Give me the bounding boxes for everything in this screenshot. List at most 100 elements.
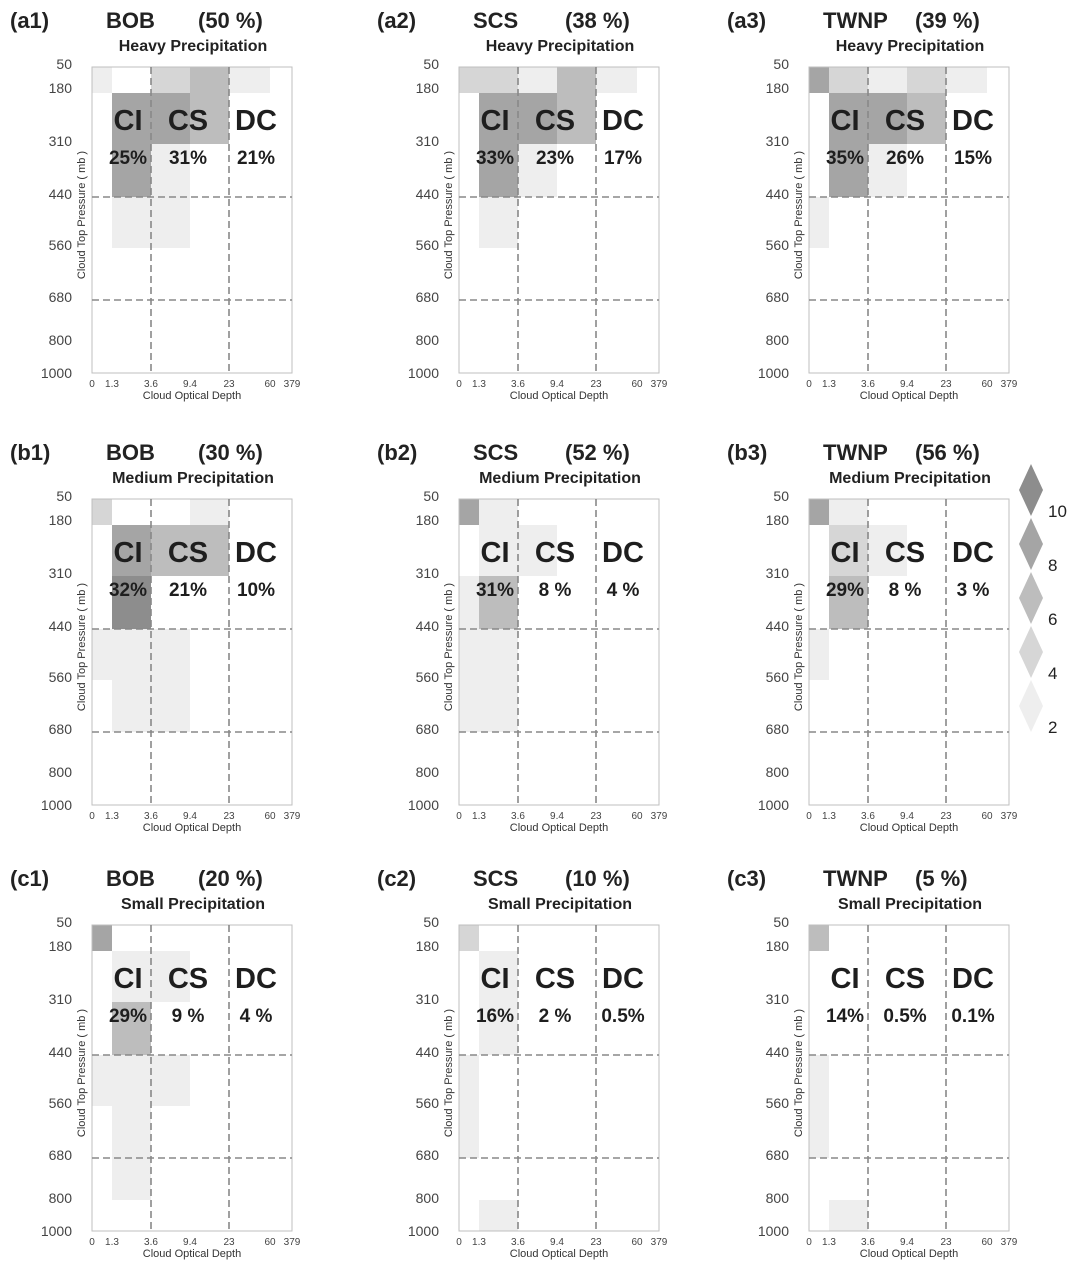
y-tick-label: 560 bbox=[766, 669, 790, 685]
y-tick-label: 180 bbox=[766, 938, 790, 954]
panel-tag: (c1) bbox=[10, 866, 50, 891]
x-tick-label: 9.4 bbox=[550, 379, 564, 390]
x-axis-label: Cloud Optical Depth bbox=[860, 1248, 958, 1260]
heatmap-cell bbox=[92, 925, 112, 951]
heatmap-cell bbox=[479, 1200, 518, 1231]
heatmap-cell bbox=[190, 93, 229, 144]
heatmap-cell bbox=[809, 499, 829, 525]
panel-region: SCS bbox=[473, 440, 519, 465]
x-tick-label: 1.3 bbox=[105, 1237, 119, 1248]
y-tick-label: 180 bbox=[49, 938, 73, 954]
legend-swatch bbox=[1019, 464, 1043, 516]
cloud-type-label: DC bbox=[952, 537, 994, 569]
heatmap-cell bbox=[92, 499, 112, 525]
y-tick-label: 680 bbox=[416, 289, 440, 305]
cloud-type-label: CS bbox=[885, 105, 925, 137]
y-tick-label: 310 bbox=[766, 565, 790, 581]
x-tick-label: 60 bbox=[631, 1237, 643, 1248]
panel-tag: (a2) bbox=[377, 8, 417, 33]
y-tick-label: 50 bbox=[773, 56, 789, 72]
heatmap-chart: 50 180 310 440 560 680 800 1000 0 1.3 3.6 9.4 23 60 37… bbox=[758, 488, 1018, 834]
x-tick-label: 1.3 bbox=[472, 1237, 486, 1248]
x-tick-label: 60 bbox=[981, 811, 993, 822]
y-axis-label: Cloud Top Pressure ( mb ) bbox=[76, 1009, 88, 1137]
y-tick-label: 1000 bbox=[758, 1223, 789, 1239]
y-tick-label: 1000 bbox=[41, 1223, 72, 1239]
y-tick-label: 440 bbox=[416, 618, 440, 634]
heatmap-chart: 50 180 310 440 560 680 800 1000 0 1.3 3.6 9.4 23 60 37… bbox=[408, 488, 668, 834]
panel-region: BOB bbox=[106, 866, 155, 891]
color-legend: 10 8 6 4 2 bbox=[1010, 460, 1076, 740]
y-tick-label: 310 bbox=[416, 133, 440, 149]
heatmap-cell bbox=[809, 629, 829, 680]
y-tick-label: 180 bbox=[49, 80, 73, 96]
panel-tag: (b2) bbox=[377, 440, 418, 465]
heatmap-cell bbox=[809, 197, 829, 248]
panel-title: Heavy Precipitation bbox=[835, 38, 985, 55]
heatmap-cell bbox=[829, 93, 868, 144]
heatmap-cell bbox=[112, 629, 151, 680]
y-tick-label: 180 bbox=[416, 80, 440, 96]
panel-percentage: (30 %) bbox=[198, 440, 263, 465]
legend-label: 4 bbox=[1048, 664, 1057, 683]
cloud-type-percent: 14% bbox=[826, 1006, 864, 1027]
y-tick-label: 560 bbox=[49, 1095, 73, 1111]
heatmap-cell bbox=[479, 680, 518, 732]
y-tick-label: 560 bbox=[766, 1095, 790, 1111]
panel-tag: (c2) bbox=[377, 866, 417, 891]
plot-frame bbox=[458, 66, 660, 374]
x-tick-label: 60 bbox=[264, 811, 276, 822]
panel-percentage: (38 %) bbox=[565, 8, 630, 33]
x-tick-label: 3.6 bbox=[144, 379, 158, 390]
y-tick-label: 50 bbox=[56, 488, 72, 504]
cloud-type-percent: 31% bbox=[169, 148, 207, 169]
panel-region: TWNP bbox=[823, 866, 888, 891]
y-tick-label: 800 bbox=[49, 764, 73, 780]
cloud-type-percent: 29% bbox=[826, 580, 864, 601]
cloud-type-percent: 26% bbox=[886, 148, 924, 169]
heatmap-cell bbox=[459, 1055, 479, 1106]
heatmap-cell bbox=[151, 144, 190, 197]
panel-title: Small Precipitation bbox=[487, 896, 633, 913]
heatmap-chart: 50 180 310 440 560 680 800 1000 0 1.3 3.6 9.4 23 60 37… bbox=[758, 914, 1018, 1260]
y-tick-label: 440 bbox=[416, 186, 440, 202]
heatmap-cell bbox=[829, 67, 868, 93]
legend-label: 10 bbox=[1048, 502, 1067, 521]
x-tick-label: 3.6 bbox=[861, 379, 875, 390]
y-tick-label: 680 bbox=[49, 289, 73, 305]
x-tick-label: 1.3 bbox=[822, 379, 836, 390]
heatmap-cell bbox=[151, 951, 190, 1002]
y-tick-label: 680 bbox=[766, 1147, 790, 1163]
heatmap-cell bbox=[459, 629, 479, 680]
x-tick-label: 1.3 bbox=[472, 811, 486, 822]
chart-panel: (c3) TWNP (5 %) Small Precipitation 50 180 310… bbox=[725, 858, 1070, 1263]
y-tick-label: 50 bbox=[423, 56, 439, 72]
x-tick-label: 60 bbox=[631, 379, 643, 390]
heatmap-cell bbox=[596, 67, 637, 93]
cloud-type-label: DC bbox=[952, 105, 994, 137]
cloud-type-label: CS bbox=[535, 105, 575, 137]
cloud-type-label: DC bbox=[952, 963, 994, 995]
y-tick-label: 560 bbox=[766, 237, 790, 253]
heatmap-cell bbox=[479, 144, 518, 197]
legend-label: 6 bbox=[1048, 610, 1057, 629]
heatmap-cell bbox=[112, 680, 151, 732]
panel-region: BOB bbox=[106, 8, 155, 33]
y-tick-label: 440 bbox=[766, 186, 790, 202]
y-tick-label: 680 bbox=[766, 289, 790, 305]
y-tick-label: 680 bbox=[49, 1147, 73, 1163]
heatmap-cell bbox=[829, 1200, 868, 1231]
y-tick-label: 310 bbox=[766, 133, 790, 149]
chart-panel: (a3) TWNP (39 %) Heavy Precipitation 50 180 31… bbox=[725, 0, 1070, 405]
heatmap-cell bbox=[946, 67, 987, 93]
panel-region: SCS bbox=[473, 8, 519, 33]
x-tick-label: 23 bbox=[940, 811, 952, 822]
y-tick-label: 180 bbox=[416, 512, 440, 528]
heatmap-cell bbox=[190, 67, 229, 93]
plot-frame bbox=[808, 924, 1010, 1232]
y-tick-label: 180 bbox=[766, 512, 790, 528]
panel-percentage: (39 %) bbox=[915, 8, 980, 33]
y-tick-label: 1000 bbox=[408, 1223, 439, 1239]
cloud-type-percent: 0.5% bbox=[883, 1006, 926, 1027]
x-tick-label: 3.6 bbox=[511, 1237, 525, 1248]
